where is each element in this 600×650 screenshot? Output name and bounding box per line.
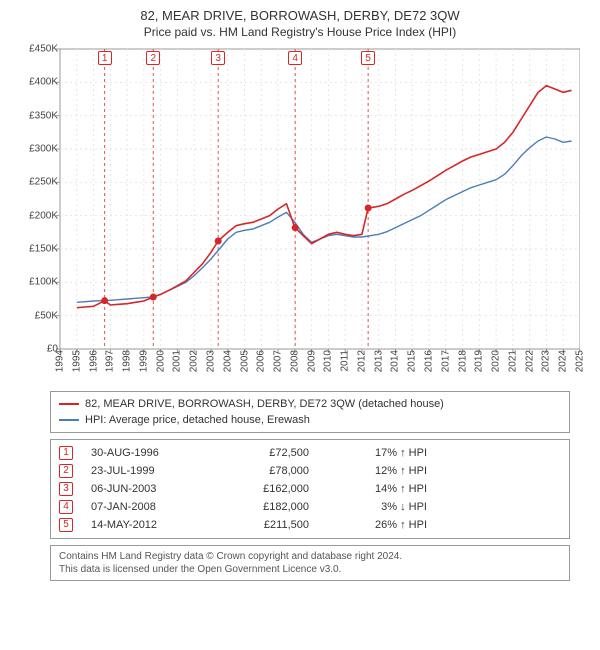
sale-row: 4 07-JAN-2008 £182,000 3% ↓ HPI — [59, 498, 561, 516]
y-tick-label: £150K — [29, 244, 58, 255]
sale-date: 07-JAN-2008 — [91, 498, 211, 516]
sale-date: 30-AUG-1996 — [91, 444, 211, 462]
legend-swatch — [59, 419, 79, 421]
x-tick-label: 1998 — [122, 350, 133, 372]
y-tick-label: £350K — [29, 110, 58, 121]
footer-line-2: This data is licensed under the Open Gov… — [59, 563, 561, 576]
x-tick-label: 1996 — [88, 350, 99, 372]
sale-row-marker: 2 — [59, 464, 73, 478]
x-tick-label: 2019 — [474, 350, 485, 372]
y-tick-label: £400K — [29, 77, 58, 88]
sale-row: 1 30-AUG-1996 £72,500 17% ↑ HPI — [59, 444, 561, 462]
legend-row: 82, MEAR DRIVE, BORROWASH, DERBY, DE72 3… — [59, 396, 561, 412]
x-tick-label: 2012 — [356, 350, 367, 372]
footer-line-1: Contains HM Land Registry data © Crown c… — [59, 550, 561, 563]
page: 82, MEAR DRIVE, BORROWASH, DERBY, DE72 3… — [0, 0, 600, 650]
sale-flag-5: 5 — [361, 51, 375, 65]
y-tick-label: £100K — [29, 277, 58, 288]
x-tick-label: 2021 — [507, 350, 518, 372]
sale-flag-3: 3 — [211, 51, 225, 65]
sales-table: 1 30-AUG-1996 £72,500 17% ↑ HPI 2 23-JUL-1999… — [50, 439, 570, 539]
sale-price: £78,000 — [229, 462, 309, 480]
sale-price: £211,500 — [229, 516, 309, 534]
x-tick-label: 2008 — [289, 350, 300, 372]
sale-hpi-delta: 26% ↑ HPI — [327, 516, 427, 534]
x-tick-label: 2005 — [239, 350, 250, 372]
x-tick-label: 2025 — [575, 350, 586, 372]
x-tick-label: 2015 — [407, 350, 418, 372]
sale-row-marker: 3 — [59, 482, 73, 496]
x-tick-label: 2007 — [273, 350, 284, 372]
legend-box: 82, MEAR DRIVE, BORROWASH, DERBY, DE72 3… — [50, 391, 570, 433]
legend-swatch — [59, 403, 79, 405]
x-tick-label: 2004 — [222, 350, 233, 372]
sale-price: £182,000 — [229, 498, 309, 516]
sale-price: £72,500 — [229, 444, 309, 462]
chart-subtitle: Price paid vs. HM Land Registry's House … — [10, 25, 590, 39]
legend-label: HPI: Average price, detached house, Erew… — [85, 412, 310, 428]
x-tick-label: 2022 — [524, 350, 535, 372]
x-tick-label: 1994 — [55, 350, 66, 372]
x-tick-label: 2010 — [323, 350, 334, 372]
x-tick-label: 2014 — [390, 350, 401, 372]
sale-row-marker: 1 — [59, 446, 73, 460]
sale-date: 23-JUL-1999 — [91, 462, 211, 480]
sale-date: 14-MAY-2012 — [91, 516, 211, 534]
x-tick-label: 2013 — [373, 350, 384, 372]
attribution-footer: Contains HM Land Registry data © Crown c… — [50, 545, 570, 581]
x-tick-label: 2011 — [340, 350, 351, 372]
sale-row-marker: 4 — [59, 500, 73, 514]
sale-row-marker: 5 — [59, 518, 73, 532]
y-tick-label: £450K — [29, 44, 58, 55]
legend-label: 82, MEAR DRIVE, BORROWASH, DERBY, DE72 3… — [85, 396, 444, 412]
legend-row: HPI: Average price, detached house, Erew… — [59, 412, 561, 428]
sale-flag-2: 2 — [146, 51, 160, 65]
x-tick-label: 2018 — [457, 350, 468, 372]
sale-row: 3 06-JUN-2003 £162,000 14% ↑ HPI — [59, 480, 561, 498]
sale-hpi-delta: 12% ↑ HPI — [327, 462, 427, 480]
sale-row: 2 23-JUL-1999 £78,000 12% ↑ HPI — [59, 462, 561, 480]
sale-price: £162,000 — [229, 480, 309, 498]
x-tick-label: 2023 — [541, 350, 552, 372]
line-chart-svg — [20, 45, 580, 355]
x-tick-label: 1997 — [105, 350, 116, 372]
x-tick-label: 2002 — [189, 350, 200, 372]
sale-row: 5 14-MAY-2012 £211,500 26% ↑ HPI — [59, 516, 561, 534]
y-tick-label: £300K — [29, 144, 58, 155]
sale-date: 06-JUN-2003 — [91, 480, 211, 498]
x-tick-label: 2006 — [256, 350, 267, 372]
x-tick-label: 2020 — [491, 350, 502, 372]
sale-hpi-delta: 14% ↑ HPI — [327, 480, 427, 498]
x-tick-label: 2000 — [155, 350, 166, 372]
x-tick-label: 2017 — [440, 350, 451, 372]
x-tick-label: 2009 — [306, 350, 317, 372]
sale-flag-4: 4 — [288, 51, 302, 65]
x-tick-label: 2003 — [205, 350, 216, 372]
sale-hpi-delta: 3% ↓ HPI — [327, 498, 427, 516]
sale-flag-1: 1 — [98, 51, 112, 65]
x-tick-label: 2016 — [424, 350, 435, 372]
x-tick-label: 2001 — [172, 350, 183, 372]
plot-area: £0£50K£100K£150K£200K£250K£300K£350K£400… — [20, 45, 580, 385]
y-tick-label: £250K — [29, 177, 58, 188]
x-tick-label: 2024 — [558, 350, 569, 372]
x-tick-label: 1999 — [138, 350, 149, 372]
x-tick-label: 1995 — [71, 350, 82, 372]
y-tick-label: £50K — [35, 310, 58, 321]
sale-hpi-delta: 17% ↑ HPI — [327, 444, 427, 462]
chart-title: 82, MEAR DRIVE, BORROWASH, DERBY, DE72 3… — [10, 8, 590, 23]
y-tick-label: £200K — [29, 210, 58, 221]
